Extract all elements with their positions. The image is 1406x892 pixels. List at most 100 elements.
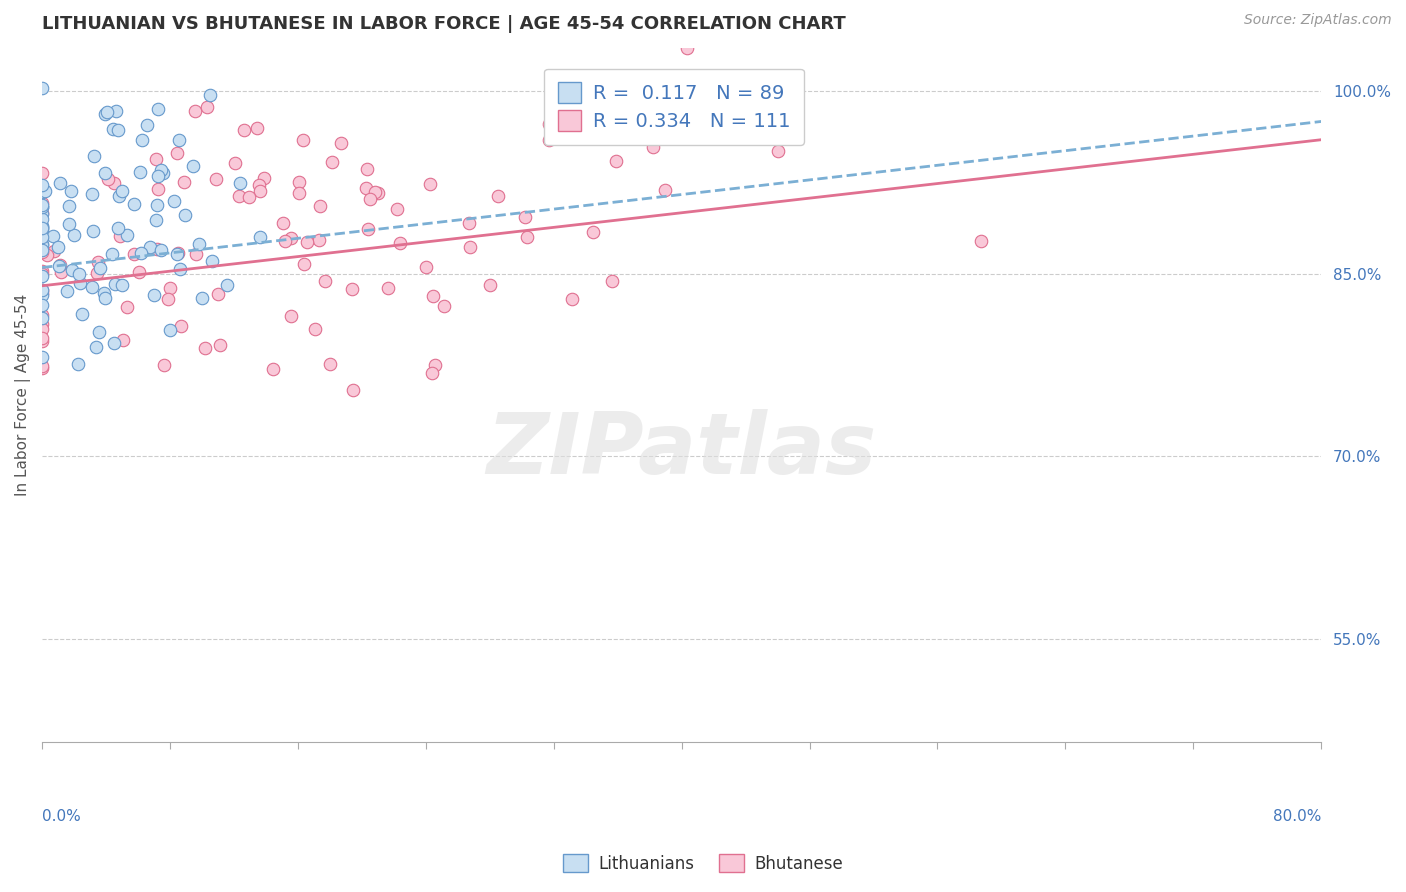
Point: [280, 230, 302, 244]
Point: [69, 276, 91, 290]
Point: [96, 105, 118, 120]
Point: [515, 210, 537, 224]
Point: [138, 240, 160, 254]
Point: [547, 127, 569, 141]
Point: [200, 254, 222, 268]
Point: [970, 234, 993, 248]
Point: [31, 264, 53, 278]
Point: [292, 257, 315, 271]
Point: [111, 333, 134, 347]
Text: ZIPatlas: ZIPatlas: [486, 409, 877, 492]
Point: [187, 236, 209, 251]
Point: [271, 216, 294, 230]
Point: [457, 216, 479, 230]
Point: [169, 261, 191, 276]
Point: [432, 299, 454, 313]
Point: [115, 300, 138, 314]
Point: [82, 224, 104, 238]
Point: [31, 310, 53, 325]
Point: [247, 178, 270, 192]
Point: [107, 220, 129, 235]
Point: [129, 246, 152, 260]
Point: [288, 186, 311, 201]
Point: [420, 366, 443, 380]
Point: [516, 230, 538, 244]
Point: [308, 233, 330, 247]
Point: [600, 274, 623, 288]
Point: [425, 358, 447, 372]
Legend: R =  0.117   N = 89, R = 0.334   N = 111: R = 0.117 N = 89, R = 0.334 N = 111: [544, 69, 804, 145]
Point: [582, 225, 605, 239]
Point: [377, 281, 399, 295]
Point: [59, 184, 82, 198]
Point: [297, 235, 319, 250]
Point: [31, 308, 53, 322]
Point: [605, 153, 627, 168]
Point: [194, 341, 217, 355]
Point: [145, 212, 167, 227]
Y-axis label: In Labor Force | Age 45-54: In Labor Force | Age 45-54: [15, 294, 31, 497]
Point: [150, 162, 173, 177]
Point: [56, 284, 79, 298]
Point: [31, 230, 53, 244]
Legend: Lithuanians, Bhutanese: Lithuanians, Bhutanese: [557, 847, 849, 880]
Point: [111, 277, 134, 292]
Point: [31, 196, 53, 211]
Point: [458, 240, 481, 254]
Point: [128, 265, 150, 279]
Point: [173, 208, 195, 222]
Point: [87, 325, 110, 339]
Point: [49, 258, 72, 272]
Point: [146, 197, 169, 211]
Point: [208, 338, 231, 352]
Point: [97, 171, 120, 186]
Point: [31, 236, 53, 251]
Point: [131, 133, 153, 147]
Point: [486, 188, 509, 202]
Point: [42, 244, 65, 258]
Point: [31, 227, 53, 242]
Point: [330, 136, 353, 151]
Point: [34, 184, 56, 198]
Point: [159, 281, 181, 295]
Point: [387, 202, 409, 216]
Point: [82, 280, 104, 294]
Point: [152, 166, 174, 180]
Point: [115, 227, 138, 242]
Point: [159, 323, 181, 337]
Point: [367, 186, 389, 201]
Text: 0.0%: 0.0%: [42, 809, 82, 824]
Text: Source: ZipAtlas.com: Source: ZipAtlas.com: [1244, 13, 1392, 28]
Point: [148, 102, 170, 116]
Point: [205, 172, 228, 186]
Point: [108, 189, 131, 203]
Point: [319, 357, 342, 371]
Point: [31, 81, 53, 95]
Point: [245, 121, 267, 136]
Point: [31, 359, 53, 373]
Point: [669, 116, 692, 130]
Point: [67, 357, 90, 371]
Point: [145, 153, 167, 167]
Point: [31, 219, 53, 234]
Point: [249, 185, 271, 199]
Point: [238, 190, 260, 204]
Point: [304, 322, 326, 336]
Point: [148, 169, 170, 183]
Point: [217, 277, 239, 292]
Point: [561, 292, 583, 306]
Point: [224, 155, 246, 169]
Point: [308, 199, 330, 213]
Text: LITHUANIAN VS BHUTANESE IN LABOR FORCE | AGE 45-54 CORRELATION CHART: LITHUANIAN VS BHUTANESE IN LABOR FORCE |…: [42, 15, 846, 33]
Point: [93, 285, 115, 300]
Point: [422, 289, 444, 303]
Point: [67, 268, 90, 282]
Point: [184, 247, 207, 261]
Point: [31, 198, 53, 212]
Point: [35, 248, 58, 262]
Point: [122, 197, 145, 211]
Point: [31, 350, 53, 364]
Point: [419, 178, 441, 192]
Point: [167, 246, 190, 260]
Point: [31, 200, 53, 214]
